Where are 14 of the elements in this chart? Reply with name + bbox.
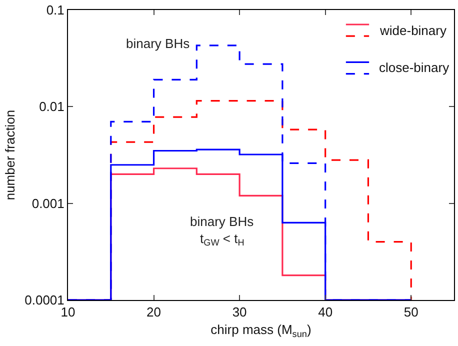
annotation: t$_{GW}$ < t$_{H}$	[200, 231, 244, 248]
x-tick-label: 40	[318, 304, 333, 320]
y-tick-label: 0.01	[39, 99, 64, 114]
legend-label: wide-binary	[379, 23, 447, 38]
x-tick-label: 20	[146, 304, 162, 320]
y-axis-title: number fraction	[2, 110, 18, 200]
y-tick-label: 0.001	[32, 196, 64, 211]
x-tick-label: 50	[404, 304, 418, 320]
annotation: binary BHs	[126, 36, 190, 51]
annotation: binary BHs	[190, 214, 254, 229]
x-tick-label: 30	[232, 304, 247, 320]
legend-label: close-binary	[379, 60, 450, 75]
x-axis-title: chirp mass (M$_{sun}$)	[210, 322, 312, 339]
y-tick-label: 0.1	[46, 2, 64, 18]
